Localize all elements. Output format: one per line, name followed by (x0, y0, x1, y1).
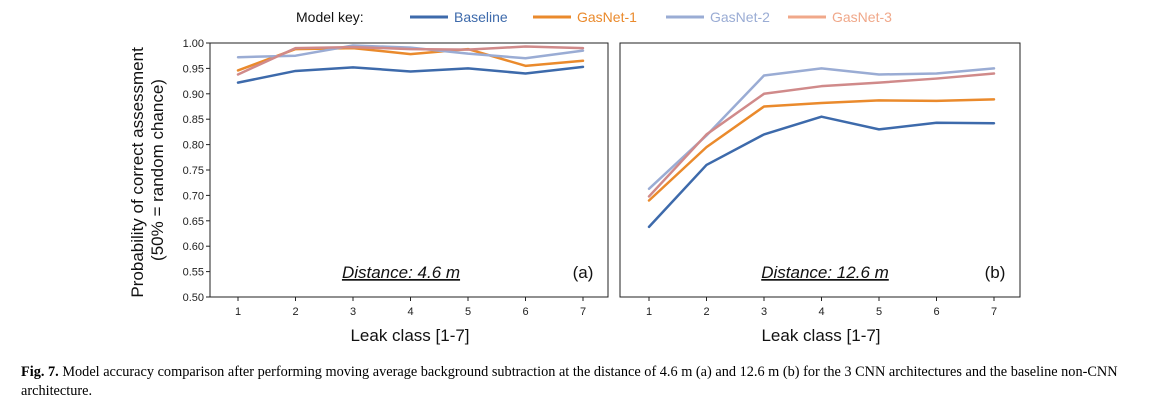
x-tick-label: 4 (818, 306, 824, 318)
y-axis-title: Probability of correct assessment (50% =… (128, 42, 167, 297)
x-tick-label: 5 (465, 306, 471, 318)
y-tick-label: 0.55 (183, 267, 204, 279)
y-tick-label: 0.75 (183, 165, 204, 177)
series-line-baseline (236, 65, 585, 84)
series-line-baseline (647, 115, 996, 229)
panel-tag: (b) (985, 263, 1006, 282)
x-tick-label: 6 (933, 306, 939, 318)
x-tick-label: 1 (235, 306, 241, 318)
x-tick-label: 7 (580, 306, 586, 318)
x-axis: 1 2 3 4 5 6 7 (235, 297, 586, 318)
legend-label: GasNet-3 (832, 9, 892, 25)
y-tick-label: 0.85 (183, 114, 204, 126)
figure-caption: Fig. 7. Model accuracy comparison after … (21, 363, 1146, 401)
legend-label: GasNet-2 (710, 9, 770, 25)
legend-entry-baseline: Baseline (410, 9, 508, 25)
x-tick-label: 2 (703, 306, 709, 318)
x-tick-label: 3 (350, 306, 356, 318)
legend-label: Baseline (454, 9, 508, 25)
panel-tag: (a) (573, 263, 594, 282)
series-line-gasnet-3 (236, 45, 585, 76)
legend-entry-gasnet-1: GasNet-1 (533, 9, 637, 25)
caption-text: Model accuracy comparison after performi… (21, 364, 1118, 399)
y-tick-label: 0.70 (183, 190, 204, 202)
legend-entry-gasnet-3: GasNet-3 (788, 9, 892, 25)
y-axis: 0.50 0.55 0.60 0.65 0.70 0.75 0.80 0.85 0.90 0.95… (183, 38, 210, 304)
x-tick-label: 6 (522, 306, 528, 318)
panel-annotation: Distance: 4.6 m (342, 263, 460, 282)
x-tick-label: 2 (292, 306, 298, 318)
y-tick-label: 0.60 (183, 241, 204, 253)
x-tick-label: 7 (991, 306, 997, 318)
x-axis: 1 2 3 4 5 6 7 (646, 297, 997, 318)
series-group (236, 44, 585, 84)
y-tick-label: 0.80 (183, 140, 204, 152)
y-tick-label: 0.95 (183, 63, 204, 75)
y-tick-label: 0.90 (183, 89, 204, 101)
caption-label: Fig. 7. (21, 364, 59, 380)
x-tick-label: 4 (407, 306, 413, 318)
x-tick-label: 5 (876, 306, 882, 318)
x-axis-title: Leak class [1-7] (761, 326, 880, 345)
x-tick-label: 1 (646, 306, 652, 318)
panel-annotation: Distance: 12.6 m (761, 263, 889, 282)
plot-frame (619, 42, 1021, 298)
series-line-gasnet-3 (647, 72, 996, 198)
legend-label: GasNet-1 (577, 9, 637, 25)
chart-panel-a: 0.50 0.55 0.60 0.65 0.70 0.75 0.80 0.85 0.90 0.95… (183, 38, 609, 345)
legend-entry-gasnet-2: GasNet-2 (666, 9, 770, 25)
y-tick-label: 0.50 (183, 292, 204, 304)
series-line-gasnet-1 (647, 98, 996, 202)
legend: Model key: Baseline GasNet-1 GasNet-2 Ga… (296, 9, 892, 25)
plot-frame (209, 42, 609, 298)
chart-panel-b: 1 2 3 4 5 6 7 Distance: 12.6 m (b) Leak class … (619, 42, 1021, 345)
y-tick-label: 0.65 (183, 216, 204, 228)
y-tick-label: 1.00 (183, 38, 204, 50)
series-group (647, 67, 996, 229)
x-axis-title: Leak class [1-7] (350, 326, 469, 345)
legend-title: Model key: (296, 9, 364, 25)
series-line-gasnet-2 (236, 44, 585, 60)
x-tick-label: 3 (761, 306, 767, 318)
